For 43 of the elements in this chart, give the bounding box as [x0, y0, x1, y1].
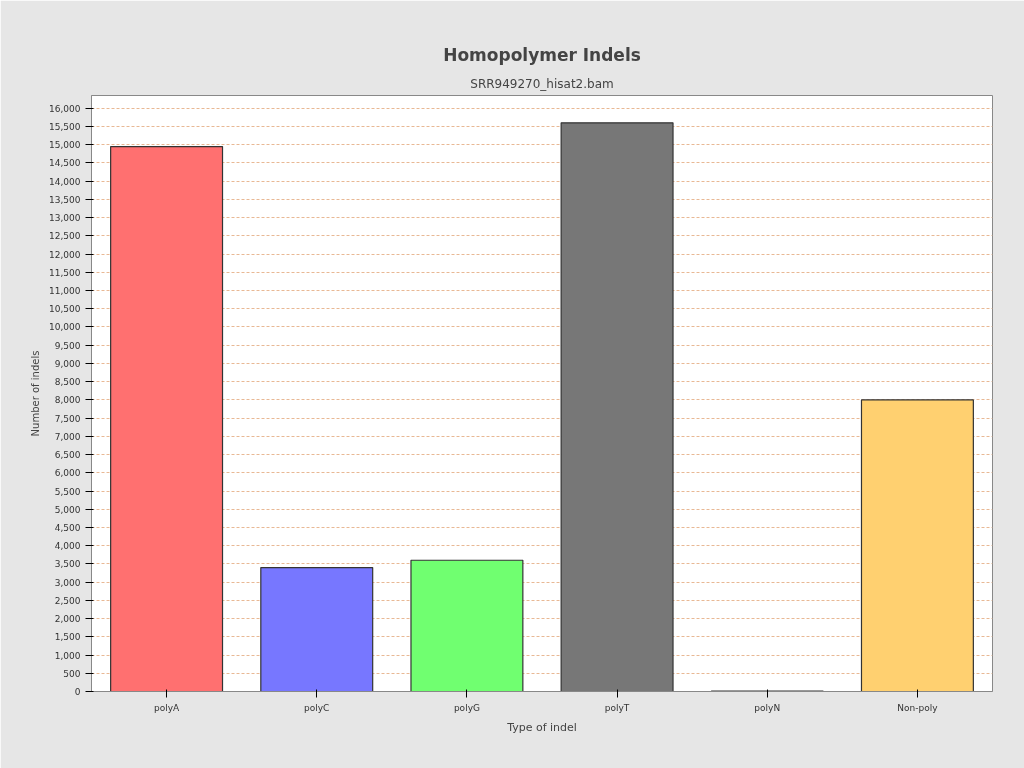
y-tick-label: 500 [63, 668, 81, 679]
y-tick-label: 2,500 [54, 595, 81, 606]
y-tick-label: 9,000 [54, 358, 81, 369]
y-tick-label: 12,000 [49, 249, 81, 260]
y-tick-label: 9,500 [54, 340, 81, 351]
y-tick-label: 14,000 [49, 176, 81, 187]
x-tick-label: polyN [754, 702, 781, 713]
y-tick-label: 11,000 [49, 286, 81, 297]
y-tick-label: 6,500 [54, 450, 81, 461]
y-tick-label: 1,500 [54, 632, 81, 643]
x-tick-label: Non-poly [897, 702, 939, 713]
y-tick-label: 13,000 [49, 213, 81, 224]
y-tick-label: 5,000 [54, 504, 81, 515]
y-tick-label: 10,500 [49, 304, 81, 315]
y-tick-label: 4,000 [54, 541, 81, 552]
y-tick-label: 15,500 [49, 121, 81, 132]
x-tick-label: polyC [304, 702, 330, 713]
y-tick-label: 6,000 [54, 468, 81, 479]
y-tick-label: 1,000 [54, 650, 81, 661]
x-tick-label: polyA [153, 702, 181, 713]
y-tick-label: 14,500 [49, 158, 81, 169]
y-tick-label: 11,500 [49, 267, 81, 278]
y-tick-label: 7,500 [54, 413, 81, 424]
y-tick-label: 16,000 [49, 103, 81, 114]
y-tick-label: 4,500 [54, 522, 81, 533]
x-axis-title: Type of indel [506, 720, 577, 734]
y-tick-label: 3,000 [54, 577, 81, 588]
y-tick-label: 2,000 [54, 614, 81, 625]
y-tick-label: 8,000 [54, 395, 81, 406]
y-tick-label: 13,500 [49, 194, 81, 205]
y-tick-label: 12,500 [49, 231, 81, 242]
y-tick-label: 15,000 [49, 140, 81, 151]
x-tick-label: polyG [453, 702, 480, 713]
y-tick-label: 0 [74, 687, 81, 697]
y-tick-label: 8,500 [54, 377, 81, 388]
y-tick-label: 5,500 [54, 486, 81, 497]
y-axis-title: Number of indels [30, 350, 42, 437]
y-tick-label: 10,000 [49, 322, 81, 333]
chart-title: Homopolymer Indels [443, 44, 641, 65]
y-tick-label: 3,500 [54, 559, 81, 570]
y-tick-label: 7,000 [54, 431, 81, 442]
chart-subtitle: SRR949270_hisat2.bam [470, 76, 614, 91]
x-tick-label: polyT [604, 702, 630, 713]
